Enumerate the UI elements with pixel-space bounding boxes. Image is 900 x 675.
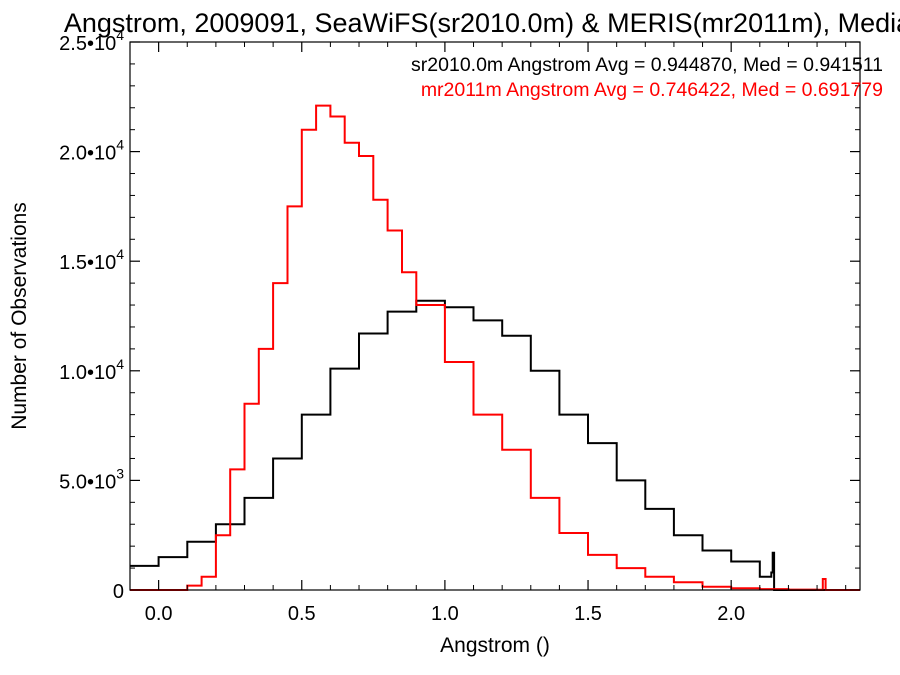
series-1-line bbox=[130, 299, 860, 591]
y-tick-label: 5.0•103 bbox=[59, 465, 124, 493]
legend: sr2010.0m Angstrom Avg = 0.944870, Med =… bbox=[411, 54, 883, 101]
y-axis: 0 5.0•103 1.0•104 1.5•104 2.0•104 2.5•104 bbox=[59, 27, 860, 603]
x-tick-label: 2.0 bbox=[717, 603, 745, 625]
x-axis: 0.0 0.5 1.0 1.5 2.0 bbox=[145, 42, 847, 625]
x-tick-label: 1.5 bbox=[574, 603, 602, 625]
y-tick-label: 2.5•104 bbox=[59, 27, 124, 55]
x-tick-label: 0.5 bbox=[288, 603, 316, 625]
x-tick-label: 0.0 bbox=[145, 603, 173, 625]
x-tick-label: 1.0 bbox=[431, 603, 459, 625]
y-tick-label: 2.0•104 bbox=[59, 137, 124, 165]
y-axis-label: Number of Observations bbox=[8, 202, 31, 430]
chart-title: Angstrom, 2009091, SeaWiFS(sr2010.0m) & … bbox=[64, 8, 900, 38]
y-tick-label: 0 bbox=[113, 581, 124, 603]
x-axis-label: Angstrom () bbox=[440, 634, 550, 657]
y-tick-label: 1.0•104 bbox=[59, 356, 124, 384]
legend-entry-2: mr2011m Angstrom Avg = 0.746422, Med = 0… bbox=[421, 79, 883, 101]
y-tick-label: 1.5•104 bbox=[59, 246, 124, 274]
legend-entry-1: sr2010.0m Angstrom Avg = 0.944870, Med =… bbox=[411, 54, 883, 76]
plot-frame bbox=[129, 41, 861, 591]
